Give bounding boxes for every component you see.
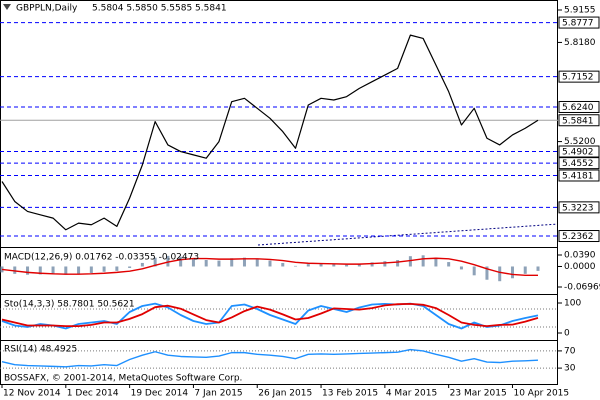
level-label: 5.4181 [562, 171, 594, 181]
histogram-bar [294, 265, 298, 267]
symbol-icon [3, 4, 11, 10]
panel-title: Sto(14,3,3) 58.7801 50.5621 [4, 300, 135, 310]
level-label: 5.4552 [562, 159, 594, 169]
level-label: 5.4902 [562, 148, 594, 158]
level-label-box [558, 201, 600, 214]
histogram-bar [191, 258, 195, 267]
histogram-bar [408, 256, 412, 267]
histogram-bar [13, 266, 17, 274]
histogram-bar [204, 260, 208, 267]
level-label-box [558, 157, 600, 170]
histogram-bar [77, 266, 81, 274]
series-line [1, 302, 539, 330]
panel-title: MACD(12,26,9) 0.01762 -0.03355 -0.02473 [4, 253, 199, 263]
level-label-box [558, 16, 600, 29]
y-tick-label: 30 [564, 364, 576, 374]
histogram-bar [255, 259, 259, 267]
level-label: 5.6240 [562, 103, 594, 113]
histogram-bar [230, 258, 234, 267]
histogram-bar [51, 266, 55, 275]
histogram-bar [434, 257, 438, 267]
series-line [1, 257, 538, 277]
x-tick-label: 12 Nov 2014 [3, 389, 61, 399]
y-tick-label: 100 [564, 299, 581, 309]
series-line [1, 34, 539, 231]
histogram-bar [383, 261, 387, 267]
histogram-bar [217, 260, 221, 267]
x-tick-label: 19 Dec 2014 [131, 389, 189, 399]
histogram-bar [447, 262, 451, 267]
level-label-box [558, 100, 600, 113]
level-label: 5.3223 [562, 203, 594, 213]
histogram-bar [523, 266, 527, 274]
histogram-bar [26, 266, 30, 275]
level-label: 5.2362 [562, 232, 594, 242]
y-tick-label: 5.5200 [564, 137, 596, 147]
histogram-bar [102, 266, 106, 272]
histogram-bar [153, 257, 157, 267]
y-tick-label: 70 [564, 346, 576, 356]
x-tick-label: 23 Mar 2015 [450, 389, 507, 399]
last-price-label: 5.5841 [562, 116, 594, 126]
annotation: BOSSAFX, © 2001-2014, MetaQuotes Softwar… [4, 374, 242, 384]
histogram-bar [166, 255, 170, 267]
histogram-bar [485, 266, 489, 280]
panel-title: RSI(14) 48.4925 [4, 345, 77, 355]
histogram-bar [242, 257, 246, 267]
level-label-box [558, 230, 600, 243]
level-label-box [558, 145, 600, 158]
histogram-bar [0, 266, 4, 273]
histogram-bar [268, 260, 272, 267]
histogram-bar [357, 263, 361, 267]
histogram-bar [370, 262, 374, 267]
x-tick-label: 13 Feb 2015 [322, 389, 378, 399]
histogram-bar [459, 266, 463, 270]
x-tick-label: 7 Jan 2015 [194, 389, 242, 399]
y-tick-label: 0.0000 [564, 262, 596, 272]
histogram-bar [64, 266, 68, 275]
histogram-bar [421, 255, 425, 267]
histogram-bar [179, 256, 183, 267]
histogram-bar [38, 266, 42, 275]
x-tick-label: 1 Dec 2014 [67, 389, 119, 399]
level-label-box [558, 70, 600, 83]
histogram-bar [115, 266, 119, 271]
level-label: 5.8777 [562, 19, 594, 29]
histogram-bar [128, 266, 132, 268]
histogram-bar [319, 263, 323, 267]
histogram-bar [510, 266, 514, 279]
histogram-bar [332, 264, 336, 267]
y-tick-label: -0.06969 [564, 283, 600, 293]
panel-subtitle: 5.5804 5.5850 5.5585 5.5841 [92, 4, 227, 14]
histogram-bar [281, 262, 285, 267]
series-line [1, 303, 539, 327]
y-tick-label: 5.8180 [564, 38, 596, 48]
y-tick-label: 0 [564, 329, 570, 339]
histogram-bar [89, 266, 93, 273]
level-label: 5.7152 [562, 73, 594, 83]
histogram-bar [536, 266, 540, 271]
histogram-bar [472, 266, 476, 276]
histogram-bar [498, 266, 502, 282]
histogram-bar [306, 264, 310, 267]
panel-title: GBPPLN,Daily [16, 4, 78, 14]
histogram-bar [345, 264, 349, 267]
histogram-bar [140, 262, 144, 267]
panel-border [0, 340, 558, 385]
y-tick-label: 0.0390 [564, 251, 596, 261]
last-price-box [558, 114, 600, 127]
x-tick-label: 26 Jan 2015 [258, 389, 312, 399]
x-tick-label: 10 Apr 2015 [513, 389, 569, 399]
series-line [1, 348, 539, 368]
x-tick-label: 4 Mar 2015 [386, 389, 437, 399]
y-tick-label: 5.9155 [564, 5, 596, 15]
level-label-box [558, 169, 600, 182]
histogram-bar [396, 260, 400, 267]
